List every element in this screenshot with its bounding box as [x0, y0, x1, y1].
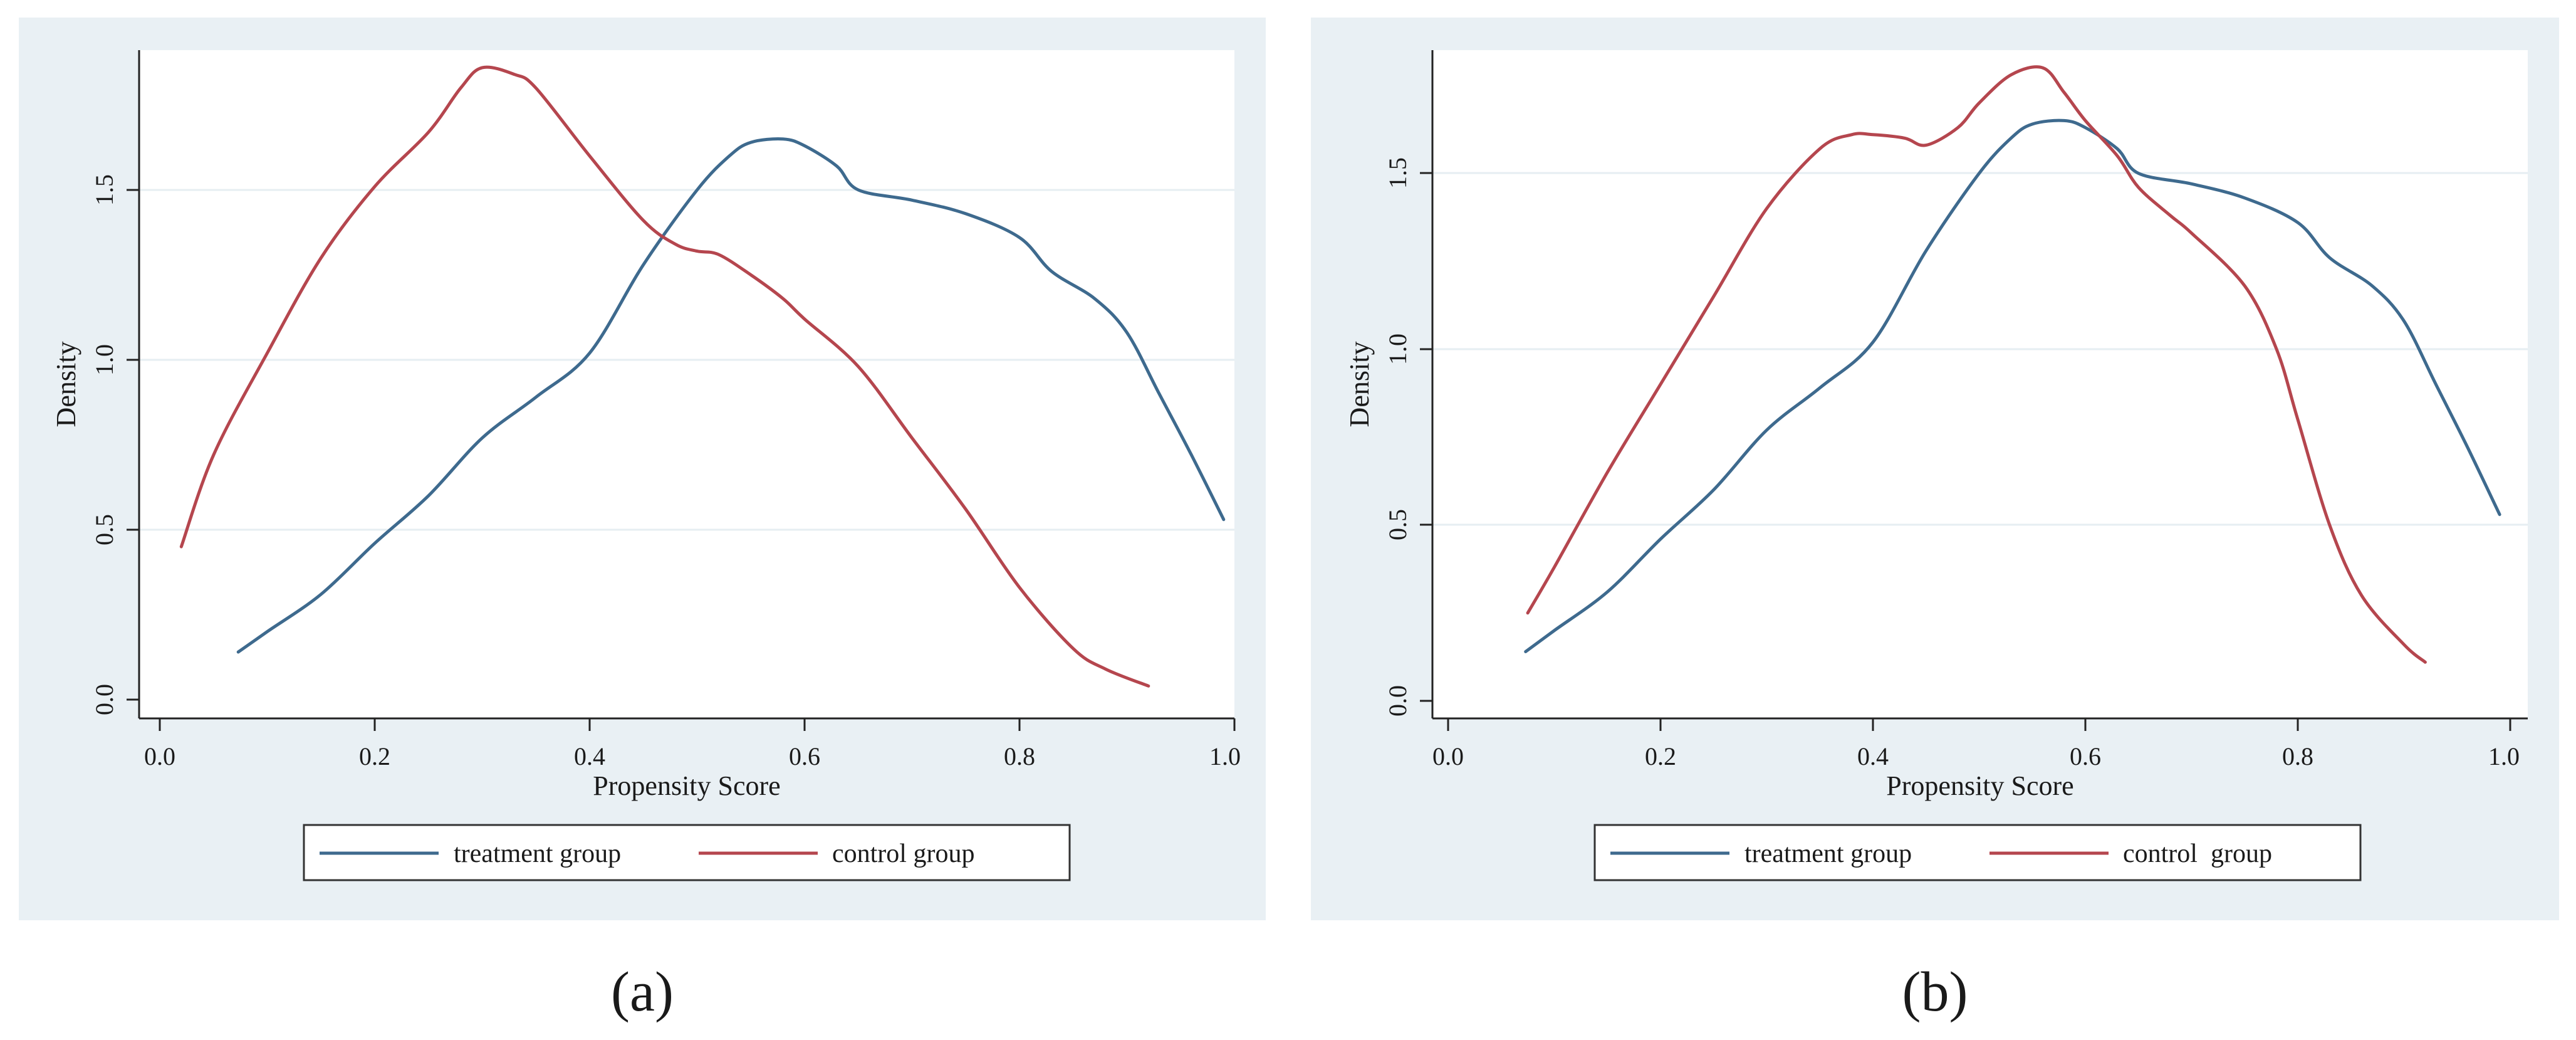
panel-b-plot-area — [1432, 50, 2528, 718]
panel-b-x-tick-label: 0.6 — [2070, 742, 2101, 770]
panel-a-y-tick-labels: 0.0 0.5 1.0 1.5 — [90, 174, 118, 715]
panel-a: 0.0 0.2 0.4 0.6 0.8 1.0 0.0 0.5 1.0 1.5 … — [19, 18, 1266, 1023]
panel-a-plot-area — [139, 50, 1234, 718]
panel-a-legend-label-treatment: treatment group — [454, 839, 621, 868]
panel-a-x-tick-label: 0.8 — [1004, 742, 1035, 770]
panel-a-x-tick-label: 1.0 — [1209, 742, 1241, 770]
panel-a-control-group-line — [179, 65, 1150, 688]
panel-a-x-tick-label: 0.0 — [144, 742, 175, 770]
panel-b-y-axis-title: Density — [1344, 342, 1375, 428]
panel-b-legend-label-treatment: treatment group — [1744, 839, 1912, 868]
panel-a-y-tick-label: 0.5 — [90, 514, 118, 545]
panel-b-control-group-line — [1526, 65, 2427, 664]
panel-a-x-tick-labels: 0.0 0.2 0.4 0.6 0.8 1.0 — [144, 742, 1241, 770]
panel-a-x-tick-label: 0.4 — [574, 742, 605, 770]
panel-b-treatment-group-line — [1524, 118, 2501, 653]
panel-a-legend: treatment group control group — [303, 824, 1071, 881]
panel-b-x-tick-label: 0.0 — [1432, 742, 1464, 770]
panel-a-y-tick-label: 1.0 — [90, 344, 118, 376]
panel-b-y-tick-label: 0.0 — [1384, 685, 1412, 717]
panel-a-y-tick-label: 1.5 — [90, 174, 118, 206]
panel-b-legend: treatment group control group — [1593, 824, 2362, 881]
panel-b-x-tick-label: 0.8 — [2282, 742, 2313, 770]
panel-a-x-axis-title: Propensity Score — [593, 770, 780, 801]
panel-a-series-lines — [179, 65, 1226, 688]
panel-a-legend-label-control: control group — [832, 839, 974, 868]
panel-b-axes — [1420, 50, 2528, 731]
panel-a-treatment-group-line — [236, 137, 1226, 654]
panel-a-x-tick-label: 0.6 — [789, 742, 820, 770]
panel-b-y-tick-labels: 0.0 0.5 1.0 1.5 — [1384, 157, 1412, 717]
panel-b: 0.0 0.2 0.4 0.6 0.8 1.0 0.0 0.5 1.0 1.5 … — [1311, 18, 2559, 1023]
panel-b-y-tick-label: 1.0 — [1384, 334, 1412, 365]
panel-b-x-tick-label: 0.4 — [1857, 742, 1889, 770]
panel-b-series-lines — [1524, 65, 2501, 664]
panel-b-legend-label-control: control group — [2123, 839, 2272, 868]
panel-b-x-axis-title: Propensity Score — [1886, 770, 2073, 801]
panel-b-y-tick-label: 1.5 — [1384, 157, 1412, 189]
panel-a-y-axis-title: Density — [51, 342, 81, 428]
panel-b-x-tick-labels: 0.0 0.2 0.4 0.6 0.8 1.0 — [1432, 742, 2520, 770]
panel-a-caption: (a) — [611, 961, 674, 1023]
panel-a-y-tick-label: 0.0 — [90, 684, 118, 715]
panel-a-x-tick-label: 0.2 — [359, 742, 390, 770]
panel-b-x-tick-label: 0.2 — [1645, 742, 1676, 770]
panel-a-gridlines — [139, 189, 1234, 531]
panel-b-y-tick-label: 0.5 — [1384, 509, 1412, 540]
panel-b-x-tick-label: 1.0 — [2488, 742, 2520, 770]
panel-a-axes — [127, 50, 1236, 731]
panel-b-caption: (b) — [1902, 961, 1968, 1023]
